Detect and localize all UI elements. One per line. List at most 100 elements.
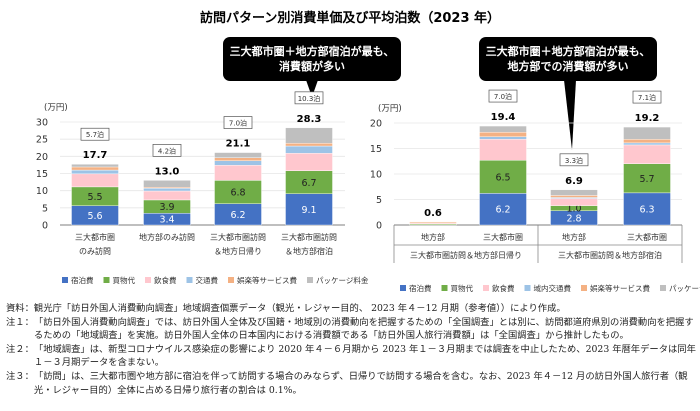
y-tick-label: 20 bbox=[370, 119, 382, 130]
bar-segment bbox=[71, 166, 119, 171]
data-label: 6.2 bbox=[495, 205, 510, 216]
data-label: 3.4 bbox=[159, 215, 174, 226]
bar-segment bbox=[623, 192, 671, 226]
nights-box bbox=[152, 144, 182, 157]
legend-label: パッケージ料金 bbox=[669, 283, 700, 293]
data-label: 2.8 bbox=[566, 213, 581, 224]
bar-segment bbox=[409, 221, 457, 224]
bar-segment bbox=[479, 193, 527, 226]
y-tick-label: 10 bbox=[370, 170, 382, 181]
bar-segment bbox=[550, 189, 598, 196]
x-category-label: 地方部 bbox=[421, 232, 445, 242]
legend-swatch bbox=[62, 277, 68, 283]
data-label: 1.0 bbox=[566, 204, 581, 215]
bar-segment bbox=[71, 173, 119, 188]
legend-swatch bbox=[483, 285, 489, 291]
total-label: 19.2 bbox=[635, 113, 660, 124]
nights-label: 4.2泊 bbox=[158, 146, 176, 155]
figure-title: 訪問パターン別消費単価及び平均泊数（2023 年） bbox=[200, 10, 500, 26]
notes: 資料： 観光庁「訪日外国人消費動向調査」地域調査個票データ（観光・レジャー目的、 … bbox=[6, 302, 696, 397]
x-category-label: 地方部のみ訪問 bbox=[139, 232, 195, 242]
x-category-label: 地方部 bbox=[562, 232, 586, 242]
y-tick-label: 15 bbox=[36, 169, 48, 180]
nights-box bbox=[559, 153, 589, 167]
bar-segment bbox=[143, 188, 191, 192]
callout-text: 三大都市圏＋地方部宿泊が最も、地方部での消費額が多い bbox=[486, 44, 651, 73]
bar-segment bbox=[214, 165, 262, 181]
data-label: 6.3 bbox=[639, 204, 654, 215]
total-label: 28.3 bbox=[297, 114, 322, 125]
x-category-label: 三大都市圏 bbox=[75, 232, 115, 242]
note: 資料： 観光庁「訪日外国人消費動向調査」地域調査個票データ（観光・レジャー目的、 … bbox=[6, 302, 696, 316]
x-category-label: 三大都市圏訪問 bbox=[210, 232, 266, 242]
total-label: 0.6 bbox=[424, 208, 442, 219]
note: 注３： 「訪問」は、三大都市圏や地方部に宿泊を伴って訪問する場合のみならず、日帰り… bbox=[6, 370, 696, 397]
data-label: 5.6 bbox=[87, 211, 102, 222]
legend-label: 買物代 bbox=[451, 283, 474, 293]
note-label: 資料： bbox=[6, 303, 34, 314]
legend-label: 飲食費 bbox=[154, 275, 177, 285]
bar-segment bbox=[623, 163, 671, 194]
note-label: 注３： bbox=[6, 370, 34, 382]
y-axis-unit: (万円) bbox=[44, 103, 68, 113]
bar-segment bbox=[285, 127, 333, 144]
nights-label: 10.3泊 bbox=[298, 94, 321, 103]
y-tick-label: 10 bbox=[36, 186, 48, 197]
legend-swatch bbox=[145, 277, 151, 283]
legend-label: パッケージ料金 bbox=[316, 275, 369, 285]
data-label: 5.7 bbox=[639, 174, 654, 185]
y-tick-label: 20 bbox=[36, 152, 48, 163]
note-label: 注２： bbox=[6, 343, 34, 355]
callout-text: 三大都市圏＋地方部宿泊が最も、消費額が多い bbox=[230, 44, 395, 73]
y-tick-label: 30 bbox=[36, 118, 48, 129]
data-label: 6.2 bbox=[230, 210, 245, 221]
x-category-label: 三大都市圏 bbox=[483, 232, 523, 242]
total-label: 19.4 bbox=[491, 112, 516, 123]
legend-swatch bbox=[228, 277, 234, 283]
callout-left: 三大都市圏＋地方部宿泊が最も、消費額が多い bbox=[223, 37, 401, 97]
data-label: 9.1 bbox=[301, 205, 316, 216]
x-group-label: 三大都市圏訪問＆地方部日帰り bbox=[410, 250, 522, 260]
legend-label: 宿泊費 bbox=[409, 283, 432, 293]
bar-segment bbox=[71, 169, 119, 175]
x-category-label: ＆地方部宿泊 bbox=[285, 246, 333, 256]
data-label: 5.5 bbox=[87, 192, 102, 203]
legend-swatch bbox=[441, 285, 448, 291]
nights-label: 7.0泊 bbox=[494, 92, 512, 101]
bar-segment bbox=[479, 131, 527, 137]
legend-swatch bbox=[400, 285, 406, 291]
legend-label: 買物代 bbox=[113, 275, 136, 285]
bar-segment bbox=[285, 193, 333, 226]
bar-segment bbox=[623, 142, 671, 146]
x-category-label: 三大都市圏 bbox=[627, 232, 667, 242]
legend-label: 娯楽等サービス費 bbox=[237, 275, 297, 285]
note-text: 観光庁「訪日外国人消費動向調査」地域調査個票データ（観光・レジャー目的、 202… bbox=[33, 303, 566, 314]
total-label: 13.0 bbox=[155, 166, 180, 177]
note: 注１： 「訪日外国人消費動向調査」では、訪日外国人全体及び国籍・地域別の消費動向を… bbox=[6, 316, 696, 343]
bar-segment bbox=[71, 164, 119, 168]
y-axis-unit: (万円) bbox=[378, 104, 402, 114]
legend-label: 域内交通費 bbox=[534, 283, 572, 293]
legend-swatch bbox=[307, 277, 313, 283]
legend-swatch bbox=[103, 277, 110, 283]
nights-label: 7.0泊 bbox=[229, 119, 247, 128]
figure: 訪問パターン別消費単価及び平均泊数（2023 年） 三大都市圏＋地方部宿泊が最も… bbox=[36, 10, 700, 293]
bar-segment bbox=[479, 125, 527, 133]
bar-segment bbox=[214, 157, 262, 161]
legend-label: 宿泊費 bbox=[71, 275, 94, 285]
legend-label: 交通費 bbox=[196, 275, 219, 285]
bar-segment bbox=[285, 143, 333, 147]
legend-swatch bbox=[581, 285, 587, 291]
total-label: 17.7 bbox=[83, 150, 108, 161]
bar-segment bbox=[623, 126, 671, 140]
bar-segment bbox=[214, 152, 262, 158]
callout-right: 三大都市圏＋地方部宿泊が最も、地方部での消費額が多い bbox=[479, 37, 657, 150]
y-tick-label: 0 bbox=[42, 221, 48, 232]
nights-label: 5.7泊 bbox=[86, 130, 104, 139]
bar-segment bbox=[143, 190, 191, 201]
y-tick-label: 15 bbox=[370, 144, 382, 155]
y-tick-label: 5 bbox=[376, 195, 382, 206]
nights-label: 7.1泊 bbox=[638, 93, 656, 102]
nights-label: 3.3泊 bbox=[565, 156, 583, 165]
x-category-label: 三大都市圏訪問 bbox=[281, 232, 337, 242]
